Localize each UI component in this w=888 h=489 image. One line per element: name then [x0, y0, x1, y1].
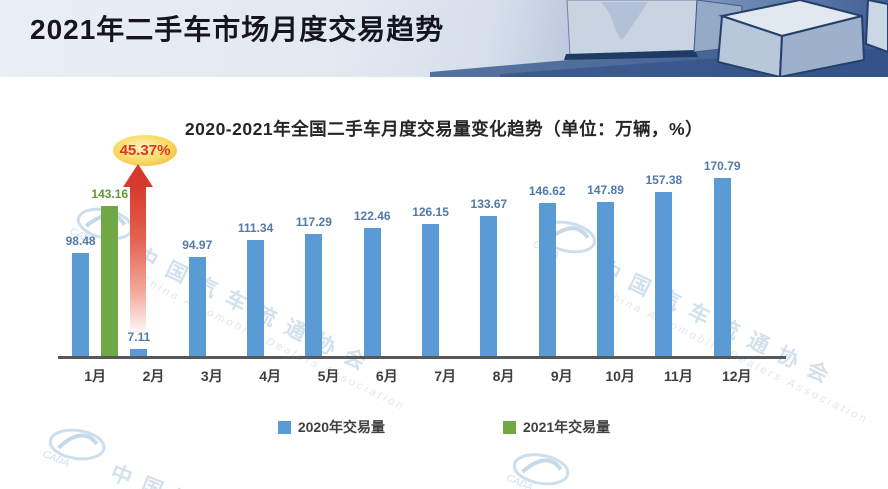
- legend-item-2021: 2021年交易量: [503, 417, 610, 437]
- growth-callout: 45.37%: [113, 135, 177, 166]
- growth-arrow-icon: [123, 164, 153, 187]
- bar-group-4月: 111.34: [237, 168, 299, 356]
- watermark-cada: CADA 中国汽车流通协会 China Automobile Dealers A…: [496, 438, 870, 489]
- chart-title: 2020-2021年全国二手车月度交易量变化趋势（单位：万辆，%）: [184, 119, 704, 139]
- svg-text:CADA: CADA: [41, 449, 71, 470]
- svg-text:CADA: CADA: [505, 473, 535, 489]
- watermark-cn-text: 中国汽车流通协会: [569, 483, 863, 489]
- x-axis-label-11月: 11月: [664, 368, 693, 384]
- x-axis-line: [58, 356, 786, 359]
- bar-2020年交易量-12月: [713, 177, 731, 356]
- bar-2020年交易量-10月: [597, 201, 615, 356]
- bar-2020年交易量-9月: [538, 202, 556, 356]
- bar-slot: [678, 168, 707, 356]
- bar-slot: [387, 168, 416, 356]
- bar-slot: 94.97: [182, 168, 213, 356]
- bar-slot: [212, 168, 241, 356]
- bar-slot: 147.89: [587, 168, 624, 356]
- bar-slot: 122.46: [354, 168, 391, 356]
- legend-label-2021: 2021年交易量: [523, 419, 611, 435]
- bar-value-label-1月: 143.16: [91, 187, 129, 202]
- bar-value-label-12月: 170.79: [703, 158, 741, 173]
- legend-item-2020: 2020年交易量: [277, 417, 385, 437]
- bar-2020年交易量-8月: [480, 216, 498, 356]
- bar-group-6月: 122.46: [354, 168, 416, 356]
- page-title: 2021年二手车市场月度交易趋势: [30, 14, 445, 45]
- x-axis-label-2月: 2月: [142, 368, 165, 384]
- bar-slot: 98.48: [65, 168, 96, 356]
- bar-group-7月: 126.15: [412, 168, 474, 356]
- x-axis-label-6月: 6月: [375, 368, 398, 384]
- bar-value-label-9月: 146.62: [528, 183, 566, 198]
- x-axis-label-5月: 5月: [317, 368, 340, 384]
- bar-2020年交易量-7月: [422, 224, 440, 356]
- bar-value-label-3月: 94.97: [182, 237, 213, 252]
- bar-2020年交易量-11月: [655, 191, 673, 356]
- x-axis-label-3月: 3月: [200, 368, 223, 384]
- bar-value-label-1月: 98.48: [65, 234, 96, 249]
- bar-slot: 111.34: [237, 168, 274, 356]
- bar-slot: [328, 168, 357, 356]
- bar-value-label-8月: 133.67: [470, 197, 508, 212]
- legend-label-2020: 2020年交易量: [297, 419, 385, 435]
- bar-slot: [154, 168, 183, 356]
- bar-slot: 133.67: [471, 168, 507, 356]
- bar-2020年交易量-3月: [188, 256, 206, 356]
- bar-slot: [270, 168, 299, 356]
- bar-2020年交易量-5月: [305, 233, 323, 356]
- x-axis-label-9月: 9月: [550, 368, 573, 384]
- bar-slot: 146.62: [529, 168, 566, 356]
- bar-group-9月: 146.62: [529, 168, 591, 356]
- bar-group-5月: 117.29: [296, 168, 357, 356]
- bar-value-label-10月: 147.89: [587, 182, 624, 197]
- x-axis-label-4月: 4月: [259, 368, 282, 384]
- bar-group-11月: 157.38: [646, 168, 707, 356]
- x-axis-labels: 1月 2月 3月 4月 5月 6月 7月 8月 9月 10月 11月 12月: [66, 366, 766, 386]
- watermark-cn-text: 中国汽车流通协会: [106, 457, 403, 489]
- bar-2020年交易量-2月: [130, 348, 148, 356]
- cada-logo-icon: CADA: [505, 453, 570, 489]
- bar-slot: 117.29: [296, 168, 332, 356]
- x-axis-label-8月: 8月: [492, 368, 515, 384]
- bar-slot: [445, 168, 474, 356]
- bar-group-12月: 170.79: [704, 159, 766, 356]
- bar-group-3月: 94.97: [182, 168, 241, 356]
- cubes-graphic: [430, 0, 888, 77]
- header-banner: 2021年二手车市场月度交易趋势: [0, 0, 888, 77]
- bar-value-label-11月: 157.38: [645, 172, 683, 187]
- bar-value-label-6月: 122.46: [353, 209, 391, 224]
- bar-chart-plot: 98.48143.167.1194.97111.34117.29122.4612…: [65, 159, 766, 356]
- bar-value-label-7月: 126.15: [412, 205, 449, 220]
- bar-value-label-4月: 111.34: [237, 220, 274, 235]
- bar-group-1月: 98.48 143.16: [65, 168, 128, 356]
- bar-2020年交易量-6月: [363, 228, 381, 356]
- bar-2021年交易量-1月: [101, 206, 119, 356]
- bar-slot: 157.38: [646, 168, 682, 356]
- x-axis-label-1月: 1月: [84, 368, 107, 384]
- bar-group-10月: 147.89: [587, 168, 649, 356]
- bar-value-label-5月: 117.29: [295, 214, 332, 229]
- x-axis-label-10月: 10月: [605, 368, 635, 384]
- bar-slot: [620, 168, 649, 356]
- legend-swatch-2020: [277, 420, 291, 434]
- bar-slot: 170.79: [704, 159, 741, 356]
- bar-slot: 126.15: [412, 168, 449, 356]
- x-axis-label-12月: 12月: [721, 368, 752, 384]
- legend-swatch-2021: [503, 420, 516, 434]
- chart-legend: 2020年交易量 2021年交易量: [0, 417, 888, 437]
- bar-2020年交易量-1月: [72, 253, 90, 356]
- growth-arrow-shaft: [130, 185, 146, 337]
- x-axis-label-7月: 7月: [434, 368, 457, 384]
- bar-2020年交易量-4月: [247, 239, 265, 356]
- bar-group-8月: 133.67: [471, 168, 532, 356]
- bar-slot: [737, 168, 766, 356]
- bar-slot: 143.16: [91, 168, 128, 356]
